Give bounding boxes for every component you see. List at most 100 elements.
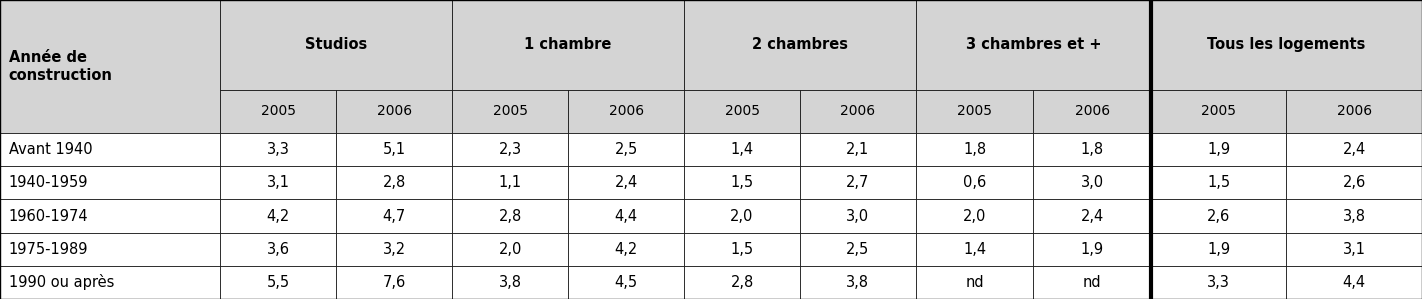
Text: 3,8: 3,8 xyxy=(499,275,522,290)
Bar xyxy=(0,133,220,166)
Text: 2005: 2005 xyxy=(957,104,993,118)
Bar xyxy=(684,133,801,166)
Bar xyxy=(337,233,452,266)
Text: 5,1: 5,1 xyxy=(383,142,405,157)
Bar xyxy=(220,90,337,133)
Text: 3 chambres et +: 3 chambres et + xyxy=(966,37,1101,52)
Text: 1 chambre: 1 chambre xyxy=(525,37,611,52)
Bar xyxy=(916,199,1034,233)
Text: 2005: 2005 xyxy=(492,104,528,118)
Bar xyxy=(1150,233,1287,266)
Bar xyxy=(1150,0,1422,90)
Text: 2,5: 2,5 xyxy=(614,142,637,157)
Bar xyxy=(452,233,569,266)
Text: 3,0: 3,0 xyxy=(1081,175,1103,190)
Text: 1,9: 1,9 xyxy=(1207,242,1230,257)
Text: 1960-1974: 1960-1974 xyxy=(9,208,88,224)
Text: Avant 1940: Avant 1940 xyxy=(9,142,92,157)
Text: 2,4: 2,4 xyxy=(614,175,637,190)
Bar xyxy=(0,0,220,133)
Text: 3,1: 3,1 xyxy=(1342,242,1365,257)
Bar xyxy=(1034,233,1150,266)
Text: Tous les logements: Tous les logements xyxy=(1207,37,1365,52)
Text: 1,5: 1,5 xyxy=(731,175,754,190)
Bar xyxy=(0,233,220,266)
Text: 1,8: 1,8 xyxy=(963,142,987,157)
Bar xyxy=(916,233,1034,266)
Bar xyxy=(916,166,1034,199)
Text: 4,4: 4,4 xyxy=(614,208,637,224)
Text: 0,6: 0,6 xyxy=(963,175,987,190)
Bar xyxy=(1150,199,1287,233)
Bar xyxy=(801,90,916,133)
Text: 3,6: 3,6 xyxy=(267,242,290,257)
Bar xyxy=(220,233,337,266)
Bar xyxy=(916,0,1150,90)
Bar xyxy=(569,166,684,199)
Bar xyxy=(916,266,1034,299)
Bar xyxy=(1150,133,1287,166)
Bar xyxy=(1287,90,1422,133)
Text: 7,6: 7,6 xyxy=(383,275,405,290)
Bar xyxy=(1287,133,1422,166)
Bar xyxy=(569,266,684,299)
Text: nd: nd xyxy=(966,275,984,290)
Text: 2,8: 2,8 xyxy=(499,208,522,224)
Text: 2005: 2005 xyxy=(1202,104,1236,118)
Text: 2,0: 2,0 xyxy=(731,208,754,224)
Text: 1975-1989: 1975-1989 xyxy=(9,242,88,257)
Bar xyxy=(569,90,684,133)
Bar xyxy=(801,133,916,166)
Bar xyxy=(1150,166,1287,199)
Text: 2,5: 2,5 xyxy=(846,242,870,257)
Bar xyxy=(452,133,569,166)
Bar xyxy=(1034,166,1150,199)
Bar xyxy=(452,0,684,90)
Bar xyxy=(337,166,452,199)
Text: 2,3: 2,3 xyxy=(499,142,522,157)
Bar xyxy=(452,90,569,133)
Text: 2,4: 2,4 xyxy=(1342,142,1367,157)
Bar xyxy=(801,266,916,299)
Text: 3,8: 3,8 xyxy=(1342,208,1365,224)
Bar xyxy=(916,133,1034,166)
Text: 2,6: 2,6 xyxy=(1342,175,1367,190)
Bar xyxy=(684,90,801,133)
Bar xyxy=(337,199,452,233)
Bar xyxy=(337,90,452,133)
Bar xyxy=(452,166,569,199)
Bar xyxy=(452,199,569,233)
Bar xyxy=(1034,266,1150,299)
Text: 4,2: 4,2 xyxy=(614,242,637,257)
Text: 1,8: 1,8 xyxy=(1081,142,1103,157)
Text: Année de
construction: Année de construction xyxy=(9,50,112,83)
Text: 2,8: 2,8 xyxy=(731,275,754,290)
Bar xyxy=(684,166,801,199)
Text: Studios: Studios xyxy=(306,37,367,52)
Text: 1,4: 1,4 xyxy=(731,142,754,157)
Bar xyxy=(220,133,337,166)
Text: 3,3: 3,3 xyxy=(1207,275,1230,290)
Bar xyxy=(452,266,569,299)
Bar xyxy=(1287,233,1422,266)
Bar xyxy=(684,233,801,266)
Bar xyxy=(569,233,684,266)
Bar xyxy=(569,133,684,166)
Text: 2005: 2005 xyxy=(260,104,296,118)
Bar xyxy=(1150,90,1287,133)
Bar xyxy=(684,199,801,233)
Bar xyxy=(1150,266,1287,299)
Bar xyxy=(1287,199,1422,233)
Bar xyxy=(337,266,452,299)
Text: 4,7: 4,7 xyxy=(383,208,405,224)
Text: 2 chambres: 2 chambres xyxy=(752,37,848,52)
Text: 5,5: 5,5 xyxy=(267,275,290,290)
Text: 3,1: 3,1 xyxy=(267,175,290,190)
Bar xyxy=(801,233,916,266)
Text: 2,6: 2,6 xyxy=(1207,208,1230,224)
Text: 2006: 2006 xyxy=(609,104,644,118)
Bar xyxy=(684,266,801,299)
Text: 1990 ou après: 1990 ou après xyxy=(9,274,114,290)
Text: 2,0: 2,0 xyxy=(963,208,987,224)
Bar xyxy=(0,166,220,199)
